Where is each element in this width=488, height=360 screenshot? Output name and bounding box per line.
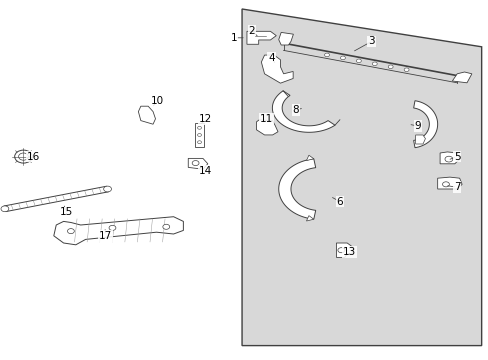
Circle shape <box>103 186 111 192</box>
Circle shape <box>356 59 361 63</box>
Circle shape <box>109 225 116 230</box>
Text: 5: 5 <box>453 152 460 162</box>
Polygon shape <box>306 216 313 221</box>
Text: 13: 13 <box>342 247 356 257</box>
Text: 8: 8 <box>292 105 299 115</box>
Polygon shape <box>415 135 425 144</box>
Text: 1: 1 <box>230 33 237 43</box>
Circle shape <box>444 156 452 162</box>
Text: 11: 11 <box>259 114 273 124</box>
Polygon shape <box>4 186 108 212</box>
Circle shape <box>15 150 32 163</box>
Circle shape <box>1 206 9 212</box>
Polygon shape <box>306 155 313 161</box>
Polygon shape <box>242 9 481 346</box>
Polygon shape <box>256 120 277 135</box>
Circle shape <box>403 68 408 72</box>
Circle shape <box>67 229 74 234</box>
Circle shape <box>197 126 201 129</box>
Circle shape <box>192 161 199 166</box>
Text: 6: 6 <box>336 197 343 207</box>
Text: 9: 9 <box>414 121 421 131</box>
Text: 7: 7 <box>453 182 460 192</box>
Polygon shape <box>336 243 351 257</box>
Text: 4: 4 <box>267 53 274 63</box>
Circle shape <box>163 224 169 229</box>
Polygon shape <box>261 55 292 83</box>
Text: 2: 2 <box>248 26 255 36</box>
Polygon shape <box>437 177 461 189</box>
Polygon shape <box>138 106 155 124</box>
Circle shape <box>324 53 329 57</box>
Polygon shape <box>188 158 207 169</box>
Circle shape <box>197 141 201 144</box>
Circle shape <box>371 62 376 66</box>
Text: 14: 14 <box>198 166 212 176</box>
Circle shape <box>19 153 28 160</box>
Polygon shape <box>246 31 276 44</box>
Circle shape <box>442 182 448 187</box>
Text: 17: 17 <box>98 231 112 241</box>
Bar <box>195 123 203 147</box>
Text: 15: 15 <box>59 207 73 217</box>
Polygon shape <box>413 101 437 148</box>
Circle shape <box>197 134 201 136</box>
Polygon shape <box>278 32 293 45</box>
Text: 3: 3 <box>367 36 374 46</box>
Polygon shape <box>54 217 183 245</box>
Circle shape <box>337 248 344 253</box>
Circle shape <box>387 65 392 69</box>
Polygon shape <box>278 159 315 219</box>
Text: 12: 12 <box>198 114 212 124</box>
Circle shape <box>340 56 345 60</box>
Text: 10: 10 <box>151 96 163 106</box>
Text: 16: 16 <box>26 152 40 162</box>
Polygon shape <box>272 91 334 132</box>
Polygon shape <box>439 152 459 164</box>
Polygon shape <box>451 72 471 83</box>
